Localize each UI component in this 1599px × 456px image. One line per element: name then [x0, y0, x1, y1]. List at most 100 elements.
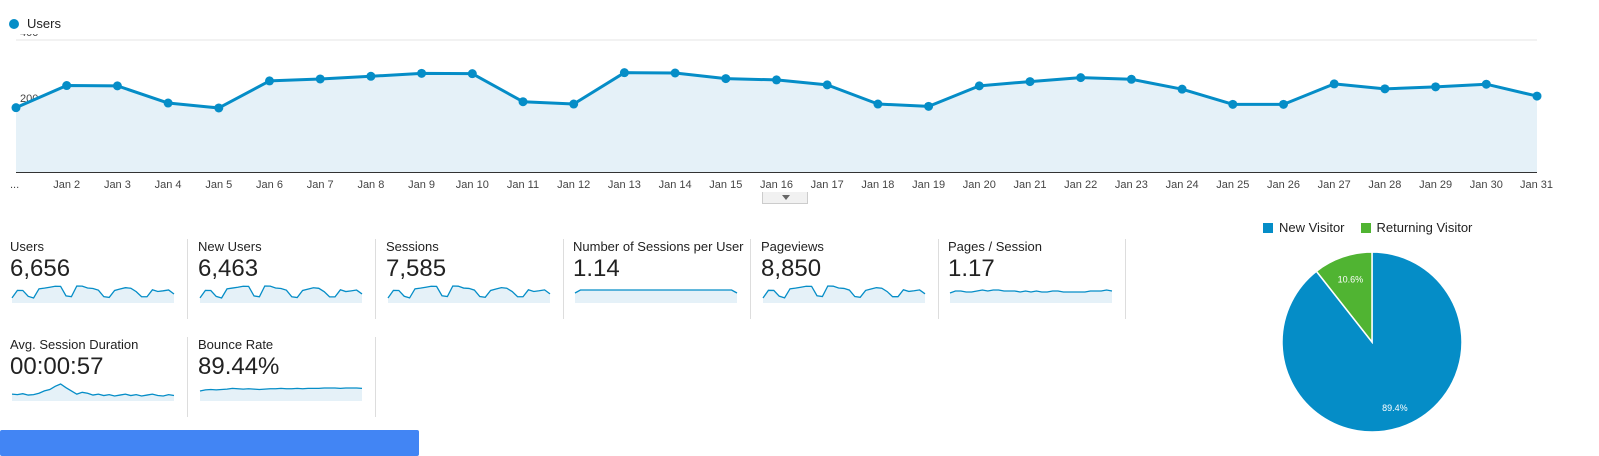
users-legend-dot: [9, 18, 19, 29]
users-data-point[interactable]: [163, 98, 173, 108]
metric-value: 89.44%: [198, 353, 280, 380]
users-data-point[interactable]: [924, 101, 934, 111]
metric-sparkline: [574, 289, 738, 303]
x-tick-label: Jan 9: [408, 179, 435, 191]
users-data-point[interactable]: [11, 103, 21, 113]
bottom-action-bar[interactable]: [0, 430, 419, 456]
users-data-point[interactable]: [619, 68, 629, 78]
metric-name: New Users: [198, 239, 262, 254]
x-tick-label: Jan 26: [1267, 179, 1300, 191]
pie-legend-label-new: New Visitor: [1279, 220, 1345, 235]
x-tick-label: Jan 10: [456, 179, 489, 191]
users-data-point[interactable]: [1126, 74, 1136, 84]
users-data-point[interactable]: [1380, 84, 1390, 94]
pie-label-new-visitor: 89.4%: [1382, 403, 1408, 413]
y-tick-label: 400: [20, 34, 38, 39]
x-tick-label: Jan 18: [861, 179, 894, 191]
x-tick-label: Jan 3: [104, 179, 131, 191]
metric-tile[interactable]: Avg. Session Duration 00:00:57: [10, 337, 188, 417]
x-tick-label: Jan 21: [1013, 179, 1046, 191]
pie-legend: New Visitor Returning Visitor: [1263, 220, 1472, 235]
pie-legend-item-new[interactable]: New Visitor: [1263, 220, 1345, 235]
sparkline-line: [11, 383, 175, 397]
x-tick-label: Jan 22: [1064, 179, 1097, 191]
users-data-point[interactable]: [1228, 99, 1238, 109]
metric-tile[interactable]: Pageviews 8,850: [761, 239, 939, 319]
users-data-point[interactable]: [518, 97, 528, 107]
x-tick-label: Jan 7: [307, 179, 334, 191]
x-tick-label: Jan 31: [1520, 179, 1553, 191]
x-tick-label: Jan 13: [608, 179, 641, 191]
metric-tile[interactable]: New Users 6,463: [198, 239, 376, 319]
users-data-point[interactable]: [1431, 82, 1441, 92]
sparkline-line: [199, 387, 363, 392]
metric-name: Sessions: [386, 239, 439, 254]
users-data-point[interactable]: [62, 81, 72, 91]
metric-value: 1.17: [948, 255, 995, 282]
x-tick-label: Jan 24: [1166, 179, 1199, 191]
metric-tile[interactable]: Users 6,656: [10, 239, 188, 319]
users-data-point[interactable]: [721, 74, 731, 84]
sparkline-line: [387, 285, 551, 299]
users-data-point[interactable]: [214, 103, 224, 113]
x-tick-label: ...: [10, 179, 19, 191]
users-area-fill: [16, 72, 1537, 172]
chart-range-handle[interactable]: [762, 192, 808, 204]
users-data-point[interactable]: [1329, 79, 1339, 89]
metric-name: Pages / Session: [948, 239, 1042, 254]
metric-tile[interactable]: Pages / Session 1.17: [948, 239, 1126, 319]
metric-sparkline: [199, 387, 363, 401]
pie-legend-swatch-new: [1263, 222, 1273, 233]
metric-sparkline: [11, 383, 175, 401]
x-tick-label: Jan 12: [557, 179, 590, 191]
x-tick-label: Jan 4: [155, 179, 182, 191]
metric-value: 1.14: [573, 255, 620, 282]
sparkline-line: [762, 285, 926, 299]
x-tick-label: Jan 14: [659, 179, 692, 191]
metric-sparkline: [199, 285, 363, 303]
x-tick-label: Jan 8: [357, 179, 384, 191]
users-data-point[interactable]: [265, 76, 274, 86]
metric-tile[interactable]: Number of Sessions per User 1.14: [573, 239, 751, 319]
users-data-point[interactable]: [873, 99, 883, 109]
metric-sparkline: [11, 285, 175, 303]
users-data-point[interactable]: [569, 99, 579, 109]
metric-value: 00:00:57: [10, 353, 104, 380]
metric-sparkline: [387, 285, 551, 303]
users-data-point[interactable]: [1481, 79, 1491, 89]
metric-tile[interactable]: Bounce Rate 89.44%: [198, 337, 376, 417]
users-data-point[interactable]: [366, 71, 376, 81]
metric-tile[interactable]: Sessions 7,585: [386, 239, 564, 319]
users-chart-legend[interactable]: Users: [9, 16, 61, 31]
users-data-point[interactable]: [467, 69, 477, 79]
sparkline-fill: [200, 388, 362, 401]
users-data-point[interactable]: [1076, 73, 1086, 83]
users-data-point[interactable]: [1279, 99, 1288, 109]
users-data-point[interactable]: [1177, 84, 1187, 94]
x-tick-label: Jan 27: [1318, 179, 1351, 191]
metric-sparkline: [762, 285, 926, 303]
metric-sparkline: [949, 289, 1113, 303]
users-data-point[interactable]: [112, 81, 122, 91]
users-data-point[interactable]: [670, 68, 680, 78]
pie-slice-returning-visitor[interactable]: [1315, 251, 1373, 345]
users-data-point[interactable]: [1025, 77, 1035, 87]
pie-legend-label-returning: Returning Visitor: [1376, 220, 1473, 235]
pie-legend-item-returning[interactable]: Returning Visitor: [1360, 220, 1473, 235]
users-data-point[interactable]: [974, 81, 984, 91]
x-tick-label: Jan 2: [53, 179, 80, 191]
visitor-type-pie-chart[interactable]: 89.4% 10.6%: [1280, 250, 1464, 434]
x-tick-label: Jan 17: [811, 179, 844, 191]
x-tick-label: Jan 25: [1216, 179, 1249, 191]
x-tick-label: Jan 28: [1368, 179, 1401, 191]
users-data-point[interactable]: [772, 75, 781, 85]
users-data-point[interactable]: [315, 74, 325, 84]
x-tick-label: Jan 15: [709, 179, 742, 191]
users-data-point[interactable]: [417, 68, 427, 78]
users-data-point[interactable]: [822, 80, 832, 90]
sparkline-fill: [12, 384, 174, 401]
x-tick-label: Jan 5: [205, 179, 232, 191]
users-legend-label: Users: [27, 16, 61, 31]
users-data-point[interactable]: [1532, 91, 1542, 101]
